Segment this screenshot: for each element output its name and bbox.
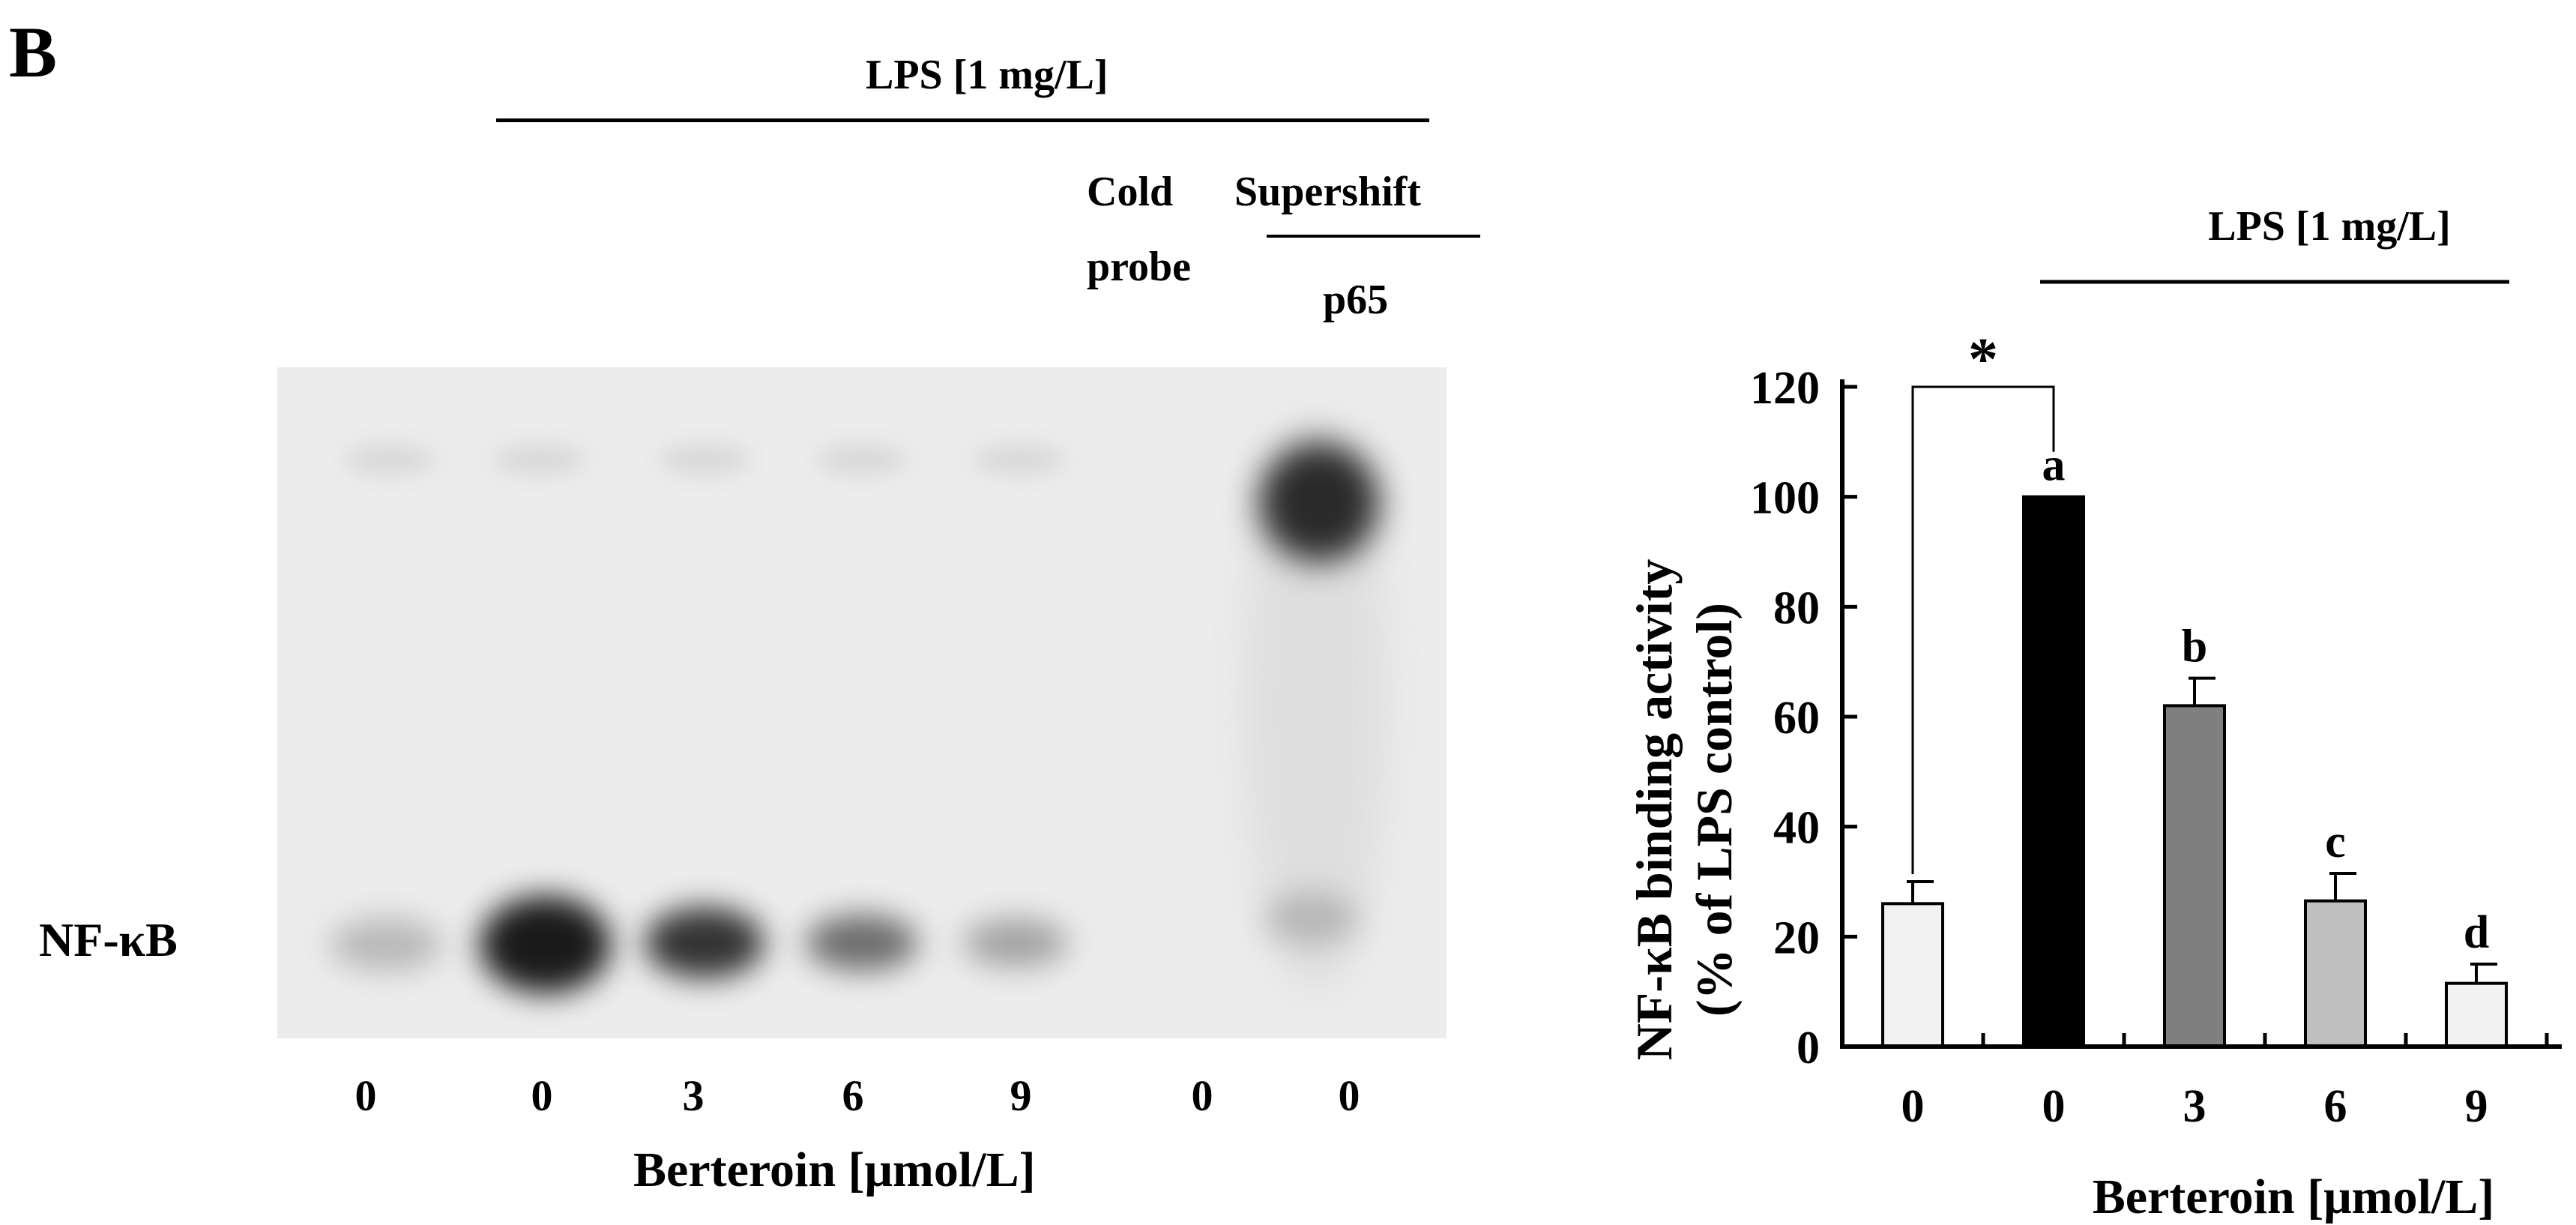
gel-supershift-band [1259,442,1379,562]
cold-probe-label-line2: probe [1087,244,1191,290]
significance-bracket [1911,385,2055,874]
gel-x-axis-label: Berteroin [μmol/L] [633,1143,1036,1197]
y-tick-label: 80 [1773,583,1820,633]
significance-letter: c [2325,816,2346,867]
x-axis-ticks: 0 0 3 6 9 [1901,1033,2549,1132]
gel-lane-label: 0 [1338,1071,1360,1120]
emsa-gel-image [277,367,1447,1038]
gel-upper-smear [974,446,1064,473]
x-tick-label: 9 [2465,1081,2488,1132]
supershift-label: Supershift [1234,169,1421,215]
chart-x-axis-label: Berteroin [μmol/L] [2093,1170,2495,1224]
gel-nfkb-band [806,915,918,971]
y-tick-label: 20 [1773,912,1820,963]
gel-nfkb-band [480,896,611,993]
panel-label: B [9,12,58,92]
bar [1881,902,1944,1048]
significance-star: * [1968,327,1998,393]
gel-lane-label: 0 [1191,1071,1213,1120]
y-axis-label-line1: NF-κB binding activity [1626,559,1683,1061]
gel-lane-label: 0 [531,1071,553,1120]
cold-probe-label-line1: Cold [1087,169,1174,215]
gel-upper-smear [495,446,585,473]
x-tick-label: 6 [2324,1081,2347,1132]
chart-lps-label: LPS [1 mg/L] [2208,203,2451,250]
y-tick-label: 40 [1773,803,1820,854]
y-axis-label-line2: (% of LPS control) [1686,603,1743,1017]
gel-lps-line [496,118,1429,122]
supershift-line [1267,235,1480,238]
gel-lane-label: 9 [1010,1071,1032,1120]
y-tick-label: 120 [1750,363,1820,414]
gel-nfkb-band [1267,892,1357,945]
y-tick-label: 100 [1750,473,1820,524]
x-tick-label: 3 [2183,1081,2207,1132]
gel-lps-label: LPS [1 mg/L] [866,52,1108,98]
supershift-antibody-label: p65 [1323,277,1389,323]
bar [2022,495,2085,1048]
gel-nfkb-band [645,907,764,978]
significance-letter: b [2182,621,2207,672]
y-axis-ticks: 0 20 40 60 80 100 120 [1750,363,1857,1074]
gel-lane-label: 3 [682,1071,705,1120]
y-tick-label: 0 [1797,1023,1820,1074]
nfkb-bar-chart: LPS [1 mg/L] NF-κB binding activity (% o… [1626,203,2562,1224]
bar [2304,899,2367,1049]
x-tick-label: 0 [1901,1081,1925,1132]
gel-nfkb-band [963,918,1068,967]
nfkb-band-label: NF-κB [39,913,178,966]
y-axis-label-group: NF-κB binding activity (% of LPS control… [1626,559,1743,1061]
bar [2445,981,2508,1048]
x-tick-label: 0 [2042,1081,2066,1132]
gel-upper-smear [817,446,907,473]
gel-lane-label: 0 [355,1071,377,1120]
bar [2163,704,2226,1048]
gel-nfkb-band [330,918,442,971]
y-tick-label: 60 [1773,693,1820,744]
gel-upper-smear [345,446,435,473]
significance-letter: d [2464,907,2489,958]
gel-upper-smear [660,446,749,473]
gel-lane-label: 6 [842,1071,864,1120]
